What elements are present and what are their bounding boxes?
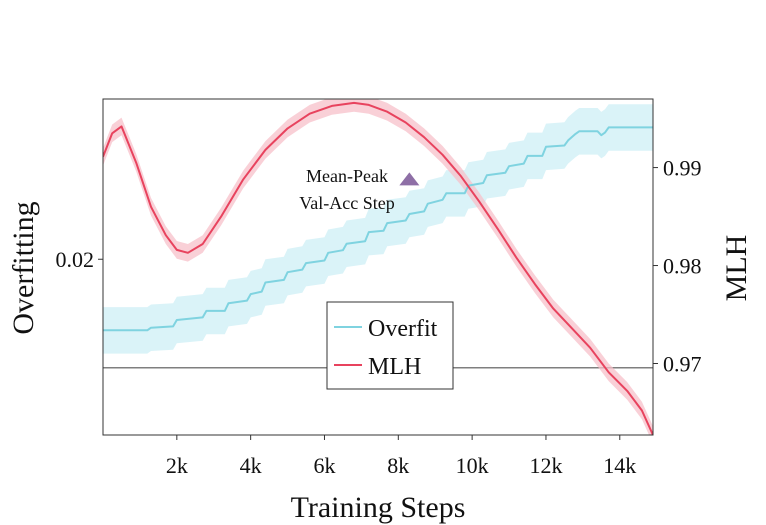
- band-overfit: [103, 104, 653, 354]
- y-axis-title-right: MLH: [720, 235, 753, 302]
- peak-marker: [399, 172, 420, 186]
- y-left-tick-label: 0.02: [56, 247, 95, 272]
- y-axis-title-left: Overfitting: [7, 201, 40, 334]
- x-tick-label: 14k: [603, 453, 636, 478]
- x-tick-label: 12k: [529, 453, 562, 478]
- x-tick-label: 10k: [456, 453, 489, 478]
- y-right-tick-label: 0.97: [663, 351, 702, 376]
- x-tick-label: 8k: [387, 453, 409, 478]
- legend-label-mlh: MLH: [368, 354, 421, 380]
- legend-label-overfit: Overfit: [368, 316, 438, 342]
- annotation-line-2: Val-Acc Step: [299, 193, 394, 213]
- y-right-tick-label: 0.98: [663, 254, 702, 279]
- x-tick-label: 6k: [313, 453, 335, 478]
- y-right-tick-label: 0.99: [663, 156, 702, 181]
- annotation-line-1: Mean-Peak: [306, 166, 388, 186]
- legend: Overfit MLH: [326, 301, 454, 390]
- plot-frame: [102, 98, 654, 436]
- x-tick-label: 4k: [240, 453, 262, 478]
- x-axis-title: Training Steps: [291, 491, 466, 524]
- series-line-mlh: [103, 101, 653, 435]
- series-line-overfit: [103, 126, 653, 332]
- x-tick-label: 2k: [166, 453, 188, 478]
- legend-box: [326, 301, 454, 390]
